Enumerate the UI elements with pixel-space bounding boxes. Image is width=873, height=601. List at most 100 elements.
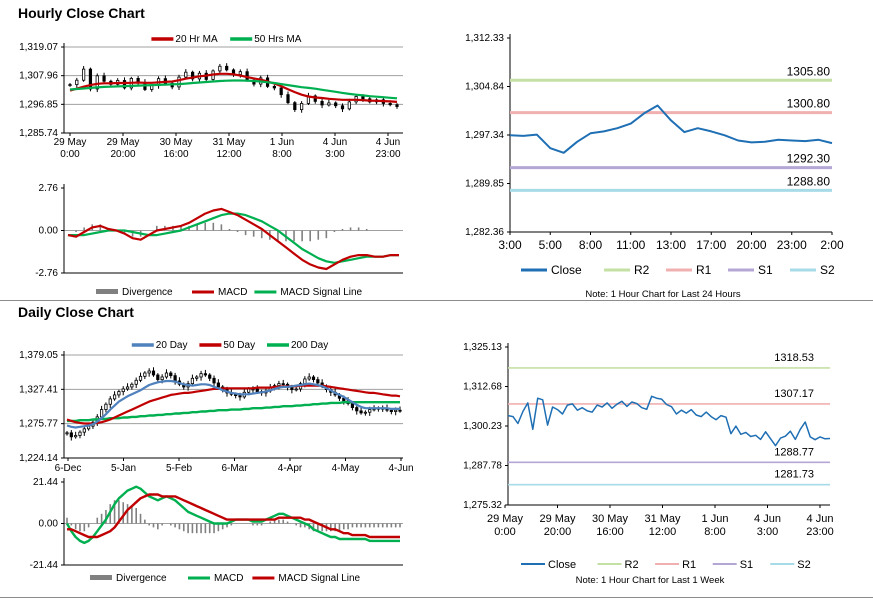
daily-price-candle (355, 407, 359, 412)
daily-price-y-tick-label: 1,275.77 (19, 419, 58, 430)
weekly-close-legend-label: Close (548, 559, 576, 571)
daily-price-candle (99, 409, 104, 418)
weekly-level-r1-label: 1307.17 (774, 388, 814, 400)
bottom-divider (0, 597, 873, 598)
weekly-close-y-tick-label: 1,312.68 (463, 382, 502, 393)
hourly-macd-y-tick-label: 0.00 (39, 226, 59, 237)
daily-price-candle (350, 403, 355, 408)
daily-price-candle (117, 391, 121, 396)
daily-price-x-tick-label: 5-Feb (166, 463, 193, 474)
weekly-close-legend-label: S2 (797, 559, 810, 571)
weekly-close-legend-label: R2 (625, 559, 639, 571)
hourly-price-candle (95, 75, 99, 90)
daily-macd-legend-label: MACD (214, 573, 243, 584)
hourly-macd-y-tick-label: -2.76 (35, 268, 58, 279)
hourly-price-candle (75, 79, 79, 85)
daily-price-candle (112, 394, 117, 400)
hourly-macd-y-tick-label: 2.76 (39, 183, 59, 194)
daily-price-candle (134, 379, 138, 385)
weekly-close-x-tick-label: 3:00 (757, 526, 778, 538)
hourly-price-x-tick-label: 1 Jun (270, 137, 294, 148)
hourly-macd-legend-label: Divergence (122, 287, 173, 298)
daily-price-candle (389, 409, 393, 412)
hourly-close-x-tick-label: 8:00 (579, 238, 603, 252)
weekly-close-y-tick-label: 1,287.78 (463, 461, 502, 472)
hourly-price-candle (177, 76, 181, 88)
daily-20-day-line (66, 379, 400, 429)
hourly-level-s2-label: 1288.80 (787, 174, 831, 188)
daily-price-candle (130, 383, 134, 388)
hourly-close-y-tick-label: 1,297.34 (465, 130, 504, 141)
daily-price-candle (307, 376, 311, 380)
weekly-close-x-tick-label: 20:00 (544, 526, 572, 538)
hourly-price-y-tick-label: 1,296.85 (19, 99, 58, 110)
hourly-close-x-tick-label: 5:00 (539, 238, 563, 252)
weekly-close-x-tick-label: 4 Jun (754, 513, 781, 525)
hourly-price-y-tick-label: 1,285.74 (19, 128, 58, 139)
hourly-price-candle (340, 105, 345, 110)
hourly-price-candle (320, 100, 324, 106)
hourly-close-y-tick-label: 1,289.85 (465, 179, 504, 190)
weekly-close-x-tick-label: 29 May (487, 513, 524, 525)
hourly-price-x-tick-label: 20:00 (110, 149, 135, 160)
hourly-macd-line (67, 207, 399, 271)
daily-price-candle (108, 398, 112, 405)
daily-price-candle (169, 372, 173, 377)
hourly-price-legend-label: 20 Hr MA (175, 34, 218, 45)
hourly-price-candle (300, 103, 304, 111)
daily-price-candle (78, 431, 82, 436)
daily-price-candle (238, 395, 242, 398)
hourly-price-x-tick-label: 29 May (54, 137, 87, 148)
hourly-price-x-tick-label: 12:00 (216, 149, 241, 160)
hourly-price-candle (68, 84, 72, 86)
daily-price-candle (281, 383, 285, 386)
hourly-close-legend-label: S1 (758, 263, 773, 277)
hourly-price-x-tick-label: 31 May (213, 137, 246, 148)
daily-price-candle (398, 409, 402, 412)
daily-price-candle (311, 376, 316, 381)
daily-price-candle (255, 388, 259, 393)
weekly-close-x-tick-label: 16:00 (596, 526, 624, 538)
daily-price-candle (104, 403, 108, 410)
daily-price-x-tick-label: 4-Apr (278, 463, 303, 474)
daily-50-day-line (66, 384, 401, 425)
hourly-close-x-tick-label: 11:00 (616, 238, 645, 252)
hourly-price-x-tick-label: 16:00 (163, 149, 188, 160)
daily-price-candle (125, 386, 130, 390)
daily-price-candle (208, 374, 212, 379)
daily-price-candle (203, 373, 207, 376)
weekly-close-x-tick-label: 8:00 (704, 526, 725, 538)
hourly-macd-signal-line (68, 212, 399, 264)
daily-price-x-tick-label: 6-Dec (55, 463, 82, 474)
daily-price-candle (173, 375, 177, 382)
weekly-close-x-tick-label: 1 Jun (702, 513, 729, 525)
hourly-section-title: Hourly Close Chart (18, 5, 145, 21)
daily-price-legend-label: 50 Day (223, 340, 255, 351)
hourly-price-candle (327, 102, 331, 106)
daily-price-candle (65, 432, 69, 435)
hourly-close-note: Note: 1 Hour Chart for Last 24 Hours (585, 289, 740, 300)
daily-price-legend-label: 200 Day (291, 340, 328, 351)
hourly-price-candle (272, 86, 276, 89)
daily-price-candle (363, 411, 368, 414)
daily-price-candle (164, 372, 169, 378)
weekly-close-legend-label: S1 (740, 559, 753, 571)
hourly-close-y-tick-label: 1,312.33 (465, 33, 504, 44)
daily-price-candle (290, 387, 294, 391)
hourly-price-candle (122, 80, 127, 89)
hourly-price-candle (279, 87, 283, 96)
daily-price-candle (316, 379, 320, 384)
hourly-price-x-tick-label: 4 Jun (323, 137, 347, 148)
daily-price-candle (156, 374, 160, 381)
hourly-close-y-tick-label: 1,282.36 (465, 227, 504, 238)
hourly-close-legend-label: S2 (820, 263, 835, 277)
daily-price-x-tick-label: 5-Jan (111, 463, 136, 474)
daily-price-candle (138, 375, 143, 381)
daily-price-candle (151, 370, 156, 376)
daily-price-legend-label: 20 Day (156, 340, 188, 351)
weekly-level-s1-label: 1288.77 (774, 446, 814, 458)
hourly-20hr-ma-line (69, 72, 398, 103)
hourly-price-candle (238, 71, 242, 75)
hourly-price-candle (388, 103, 392, 106)
